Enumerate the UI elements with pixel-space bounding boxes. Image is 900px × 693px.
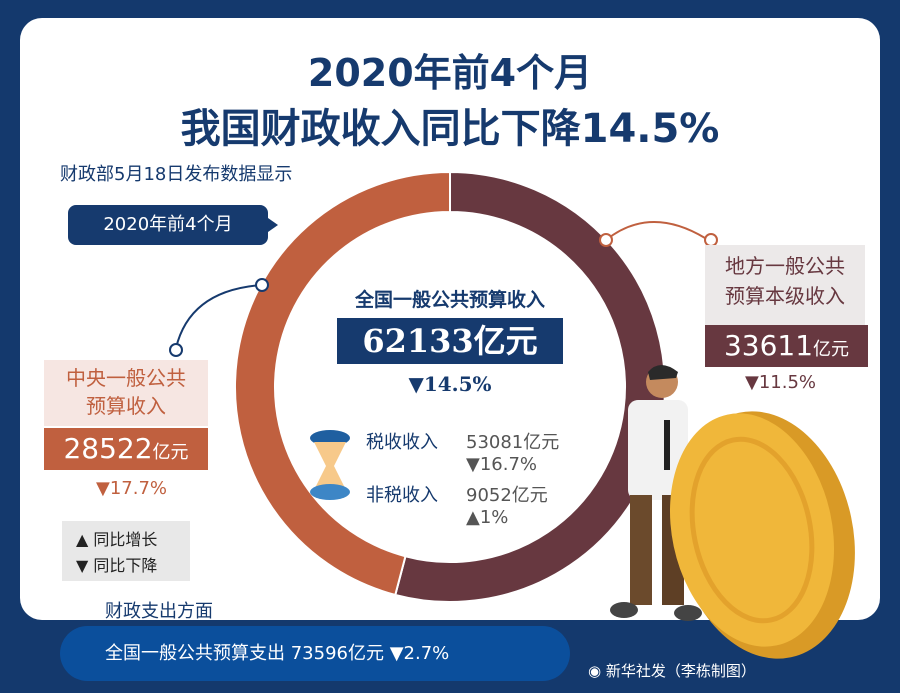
connector-central <box>175 284 263 349</box>
connector-local <box>605 221 706 241</box>
credit: ◉ 新华社发（李栋制图） <box>588 660 756 681</box>
subtitle: 财政部5月18日发布数据显示 <box>60 164 293 185</box>
central-label: 中央一般公共 预算收入 <box>44 360 208 426</box>
central-label-line2: 预算收入 <box>86 394 166 418</box>
central-value-number: 28522 <box>63 432 153 465</box>
credit-text: 新华社发（李栋制图） <box>605 662 756 680</box>
nontax-change: ▲1% <box>466 507 509 528</box>
expenditure-heading: 财政支出方面 <box>105 601 213 622</box>
title-line2: 我国财政收入同比下降14.5% <box>180 106 720 152</box>
local-label-line2: 预算本级收入 <box>725 284 845 308</box>
local-value-number: 33611 <box>723 329 814 362</box>
total-revenue-value: 62133亿元 <box>337 318 563 364</box>
local-change: ▼11.5% <box>745 372 817 393</box>
legend-up: ▲ 同比增长 <box>76 530 158 549</box>
connector-dot <box>255 278 269 292</box>
xinhua-logo-icon: ◉ <box>588 662 606 680</box>
central-change: ▼17.7% <box>96 478 168 499</box>
local-label-line1: 地方一般公共 <box>725 254 845 278</box>
donut-segment-local <box>394 170 666 603</box>
expenditure-bar: 全国一般公共预算支出 73596亿元 ▼2.7% <box>60 626 570 681</box>
nontax-value: 9052亿元 <box>466 485 548 506</box>
legend: ▲ 同比增长 ▼ 同比下降 <box>62 521 190 581</box>
total-revenue-change: ▼14.5% <box>408 372 492 396</box>
tax-change: ▼16.7% <box>466 454 538 475</box>
central-value: 28522亿元 <box>44 428 208 470</box>
legend-down: ▼ 同比下降 <box>76 556 158 575</box>
central-label-line1: 中央一般公共 <box>66 366 186 390</box>
tax-value: 53081亿元 <box>466 432 560 453</box>
nontax-label: 非税收入 <box>366 485 438 506</box>
total-revenue-label: 全国一般公共预算收入 <box>354 289 545 311</box>
central-value-unit: 亿元 <box>152 442 189 463</box>
title-line1: 2020年前4个月 <box>307 51 593 95</box>
local-value: 33611亿元 <box>705 325 868 367</box>
tax-label: 税收收入 <box>366 432 438 453</box>
donut-segment-central <box>234 170 451 597</box>
gold-coin-illustration <box>669 411 855 659</box>
connector-dot <box>169 343 183 357</box>
local-label: 地方一般公共 预算本级收入 <box>705 245 865 327</box>
connector-dot <box>599 233 613 247</box>
period-tag: 2020年前4个月 <box>68 205 278 245</box>
hourglass-icon <box>310 430 350 500</box>
local-value-unit: 亿元 <box>813 339 850 360</box>
